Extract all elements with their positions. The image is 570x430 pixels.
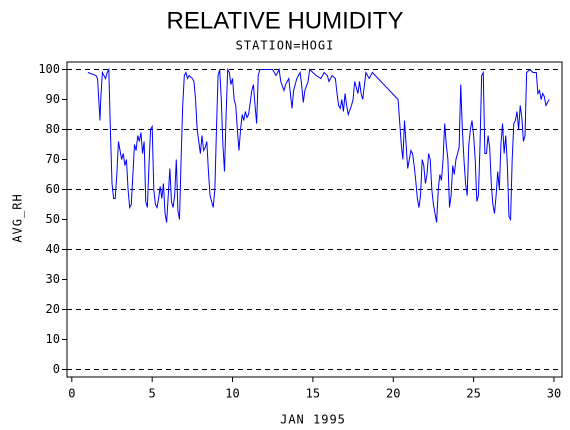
y-tick-label: 90: [46, 92, 60, 106]
y-tick-label: 60: [46, 182, 60, 196]
chart-title: RELATIVE HUMIDITY: [167, 7, 404, 34]
y-tick-label: 50: [46, 212, 60, 226]
x-tick-label: 15: [306, 387, 320, 401]
x-tick-label: 10: [225, 387, 239, 401]
data-line: [87, 67, 550, 223]
y-tick-label: 30: [46, 272, 60, 286]
y-tick-label: 70: [46, 152, 60, 166]
x-tick-label: 20: [386, 387, 400, 401]
plot-frame: [66, 61, 563, 378]
y-tick-label: 80: [46, 122, 60, 136]
x-tick-label: 25: [466, 387, 480, 401]
chart-subtitle: STATION=HOGI: [236, 39, 335, 53]
y-tick-label: 40: [46, 242, 60, 256]
y-axis-label: AVG_RH: [11, 193, 25, 242]
x-tick-label: 30: [547, 387, 561, 401]
x-tick-label: 5: [149, 387, 156, 401]
x-axis-label: JAN 1995: [280, 413, 346, 427]
y-tick-label: 20: [46, 302, 60, 316]
y-tick-label: 0: [53, 362, 60, 376]
x-tick-label: 0: [68, 387, 75, 401]
y-tick-label: 100: [38, 62, 60, 76]
y-tick-label: 10: [46, 332, 60, 346]
